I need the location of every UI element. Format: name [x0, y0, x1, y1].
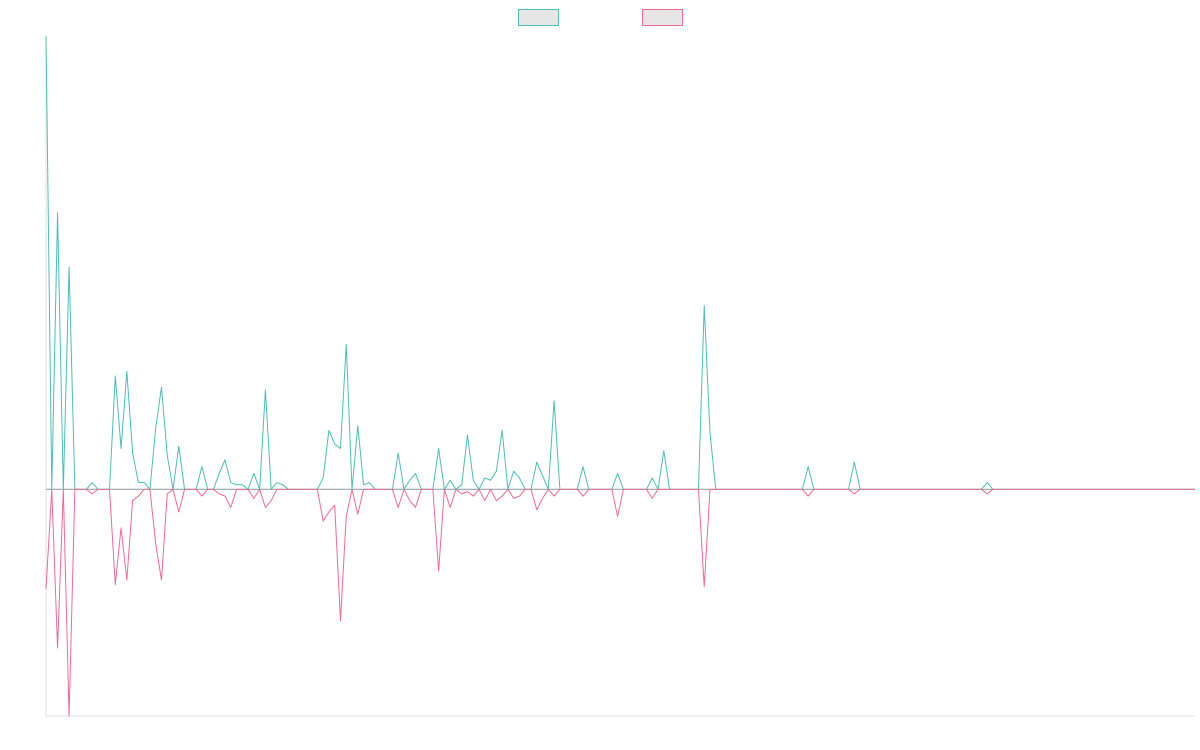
legend-swatch-2[interactable]	[642, 9, 683, 26]
series-line-2	[45, 488, 1195, 717]
series-layer	[45, 35, 1195, 717]
legend-item-2[interactable]	[642, 9, 683, 26]
legend[interactable]	[518, 9, 683, 26]
series-line-1	[45, 35, 1195, 490]
legend-swatch-1[interactable]	[518, 9, 559, 26]
legend-item-1[interactable]	[518, 9, 559, 26]
axes	[45, 36, 1195, 717]
